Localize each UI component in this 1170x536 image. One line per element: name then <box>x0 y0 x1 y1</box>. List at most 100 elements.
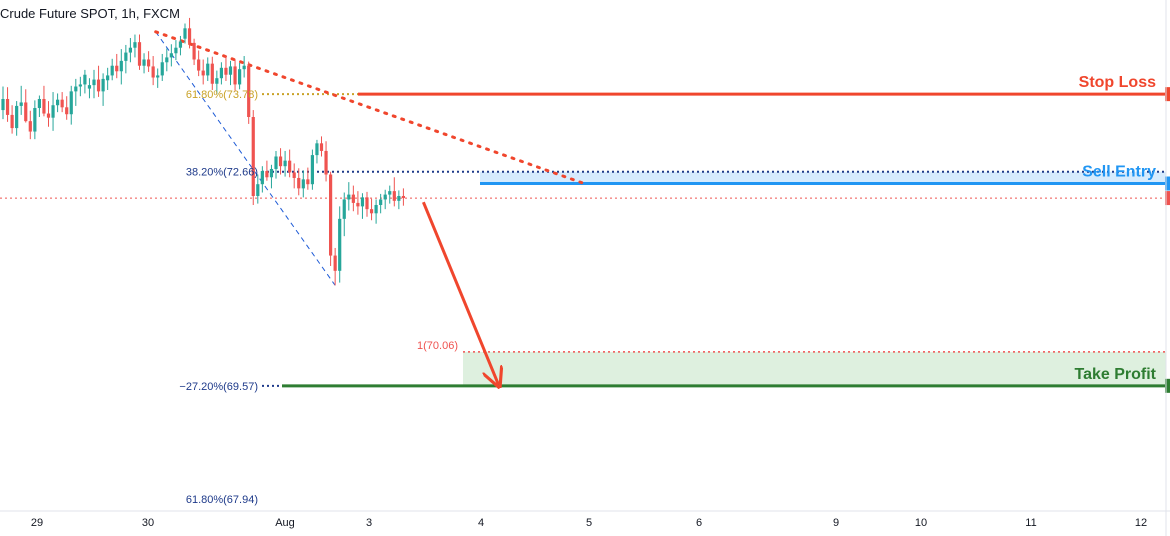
candle-body[interactable] <box>147 59 151 67</box>
candle-body[interactable] <box>210 63 214 84</box>
candle-body[interactable] <box>278 156 283 167</box>
candle-body[interactable] <box>160 62 164 76</box>
candle-body[interactable] <box>315 143 319 156</box>
candle-body[interactable] <box>356 202 360 207</box>
candle-body[interactable] <box>183 28 187 39</box>
candle-body[interactable] <box>297 177 301 189</box>
time-axis-tick-label: 30 <box>142 517 154 529</box>
candle-body[interactable] <box>219 67 223 79</box>
candle-body[interactable] <box>329 174 333 256</box>
candle-body[interactable] <box>92 79 96 86</box>
candle-body[interactable] <box>169 53 173 58</box>
candle-body[interactable] <box>260 171 264 185</box>
candle-body[interactable] <box>283 160 287 167</box>
candle-body[interactable] <box>233 66 237 85</box>
candle-body[interactable] <box>333 255 337 271</box>
candle-body[interactable] <box>178 41 183 48</box>
candle-body[interactable] <box>165 57 169 63</box>
candle-body[interactable] <box>397 195 401 201</box>
candle-body[interactable] <box>338 218 342 271</box>
candle-body[interactable] <box>124 52 128 61</box>
candle-body[interactable] <box>83 74 87 85</box>
candle-body[interactable] <box>197 59 201 71</box>
candle-body[interactable] <box>360 197 365 207</box>
projection-arrow[interactable] <box>422 201 498 384</box>
candle-body[interactable] <box>96 79 101 92</box>
candle-body[interactable] <box>42 98 46 114</box>
candle-body[interactable] <box>342 199 346 219</box>
fib-swing-line[interactable] <box>155 31 336 286</box>
candle-body[interactable] <box>15 105 19 129</box>
candle-body[interactable] <box>206 63 210 76</box>
candle-body[interactable] <box>224 67 228 75</box>
candle-body[interactable] <box>347 194 351 200</box>
candle-body[interactable] <box>5 98 10 115</box>
candle-body[interactable] <box>369 209 374 214</box>
candle-body[interactable] <box>301 179 305 189</box>
candle-body[interactable] <box>292 172 296 178</box>
candle-body[interactable] <box>388 191 392 195</box>
candle-body[interactable] <box>265 171 269 178</box>
candle-body[interactable] <box>33 107 37 132</box>
candle-body[interactable] <box>56 99 60 106</box>
take-profit-price-marker[interactable] <box>1165 378 1170 393</box>
candle-body[interactable] <box>133 42 137 48</box>
candle-body[interactable] <box>115 65 119 72</box>
candle-body[interactable] <box>228 66 233 75</box>
candle-body[interactable] <box>242 65 246 70</box>
candle-body[interactable] <box>37 98 41 108</box>
candle-body[interactable] <box>74 86 78 92</box>
candle-body[interactable] <box>251 117 255 196</box>
candle-body[interactable] <box>238 69 242 85</box>
sell-entry-label: Sell Entry <box>1082 164 1156 181</box>
candle-body[interactable] <box>256 184 260 196</box>
candle-body[interactable] <box>324 150 328 175</box>
candle-body[interactable] <box>19 102 23 106</box>
sell-entry-price-marker[interactable] <box>1165 176 1170 191</box>
time-axis[interactable] <box>0 512 1170 536</box>
candle-body[interactable] <box>247 65 251 117</box>
candle-body[interactable] <box>274 156 278 169</box>
candle-body[interactable] <box>128 47 132 53</box>
candle-body[interactable] <box>201 70 205 76</box>
candle-body[interactable] <box>306 179 310 185</box>
candle-body[interactable] <box>392 191 396 201</box>
candle-body[interactable] <box>78 84 82 87</box>
candle-body[interactable] <box>379 199 383 205</box>
candle-body[interactable] <box>106 75 110 81</box>
downtrend-line[interactable] <box>154 30 589 187</box>
candle-body[interactable] <box>215 78 219 84</box>
candle-body[interactable] <box>110 65 114 76</box>
candle-body[interactable] <box>310 155 314 185</box>
candle-body[interactable] <box>156 75 160 78</box>
candle-body[interactable] <box>119 60 123 72</box>
candle-body[interactable] <box>69 91 73 115</box>
candle-body[interactable] <box>187 28 192 43</box>
candle-body[interactable] <box>151 66 155 78</box>
candle-body[interactable] <box>60 99 64 108</box>
candle-body[interactable] <box>365 197 369 210</box>
candle-body[interactable] <box>401 195 405 199</box>
candle-body[interactable] <box>10 114 14 129</box>
candle-body[interactable] <box>101 78 105 92</box>
candle-body[interactable] <box>51 105 55 118</box>
candle-body[interactable] <box>288 160 292 173</box>
candle-body[interactable] <box>46 113 51 118</box>
candle-body[interactable] <box>269 168 274 178</box>
candle-body[interactable] <box>319 143 324 151</box>
stop-loss-price-marker[interactable] <box>1165 87 1170 102</box>
candle-body[interactable] <box>1 98 5 111</box>
candle-body[interactable] <box>374 204 378 214</box>
candle-body[interactable] <box>24 102 28 122</box>
last-price-marker[interactable] <box>1165 191 1170 206</box>
candle-body[interactable] <box>28 121 32 132</box>
candle-body[interactable] <box>137 42 142 66</box>
candle-body[interactable] <box>65 107 69 115</box>
candle-body[interactable] <box>192 42 196 60</box>
candle-body[interactable] <box>142 59 146 66</box>
candle-body[interactable] <box>383 194 387 200</box>
candle-body[interactable] <box>87 85 92 89</box>
candle-body[interactable] <box>351 194 355 203</box>
candle-body[interactable] <box>174 47 178 54</box>
